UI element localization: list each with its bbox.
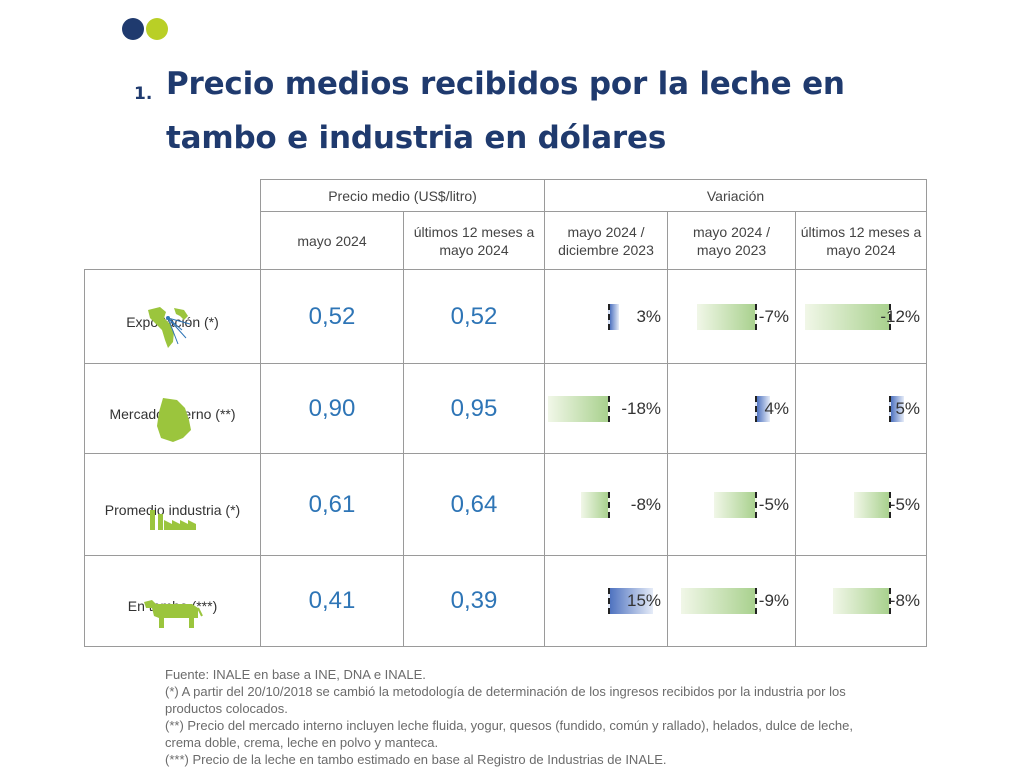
variation-label: -7% bbox=[758, 306, 790, 326]
footnote-3: (***) Precio de la leche en tambo estima… bbox=[165, 752, 667, 767]
price-last-12-months: 0,64 bbox=[402, 453, 546, 556]
variation-bar bbox=[889, 395, 905, 422]
col-header-may-vs-dec: mayo 2024 / diciembre 2023 bbox=[544, 211, 669, 270]
price-may-2024: 0,90 bbox=[260, 363, 404, 454]
title-number: 1. bbox=[134, 84, 153, 104]
row-header-promedio-industria: Promedio industria (*) bbox=[84, 453, 261, 556]
variation-cell: 5% bbox=[795, 363, 928, 454]
title-line-2: tambo e industria en dólares bbox=[166, 120, 667, 156]
variation-cell: -8% bbox=[544, 453, 669, 556]
variation-cell: -7% bbox=[667, 269, 797, 364]
corner-cell bbox=[84, 179, 261, 270]
variation-cell: -8% bbox=[795, 555, 928, 647]
factory-icon bbox=[148, 506, 198, 537]
variation-bar bbox=[755, 395, 771, 422]
source-note: Fuente: INALE en base a INE, DNA e INALE… bbox=[165, 667, 426, 682]
variation-cell: 3% bbox=[544, 269, 669, 364]
variation-bar bbox=[697, 303, 758, 330]
price-last-12-months: 0,39 bbox=[402, 555, 546, 647]
table-row: Promedio industria (*) 0,61 0,64 -8% -5%… bbox=[84, 453, 928, 556]
price-last-12-months: 0,95 bbox=[402, 363, 546, 454]
variation-label: -12% bbox=[880, 306, 921, 326]
world-map-icon bbox=[144, 304, 202, 355]
table-row: Exportación (*) 0,52 0,52 3% -7% -12% bbox=[84, 269, 928, 364]
variation-label: -8% bbox=[630, 494, 662, 514]
variation-label: 15% bbox=[626, 591, 662, 610]
variation-bar bbox=[805, 303, 892, 330]
variation-label: -5% bbox=[758, 494, 790, 514]
variation-label: -9% bbox=[758, 591, 790, 610]
price-may-2024: 0,41 bbox=[260, 555, 404, 647]
variation-label: -5% bbox=[889, 494, 921, 514]
navy-dot-icon bbox=[122, 18, 144, 40]
variation-cell: -5% bbox=[667, 453, 797, 556]
col-header-may-vs-may: mayo 2024 / mayo 2023 bbox=[667, 211, 797, 270]
row-header-en-tambo: En tambo (***) bbox=[84, 555, 261, 647]
title-line-1: Precio medios recibidos por la leche en bbox=[166, 66, 845, 102]
variation-label: -8% bbox=[889, 591, 921, 610]
variation-group-header: Variación bbox=[544, 179, 928, 212]
row-header-mercado-interno: Mercado Interno (**) bbox=[84, 363, 261, 454]
table-row: En tambo (***) 0,41 0,39 15% -9% -8% bbox=[84, 555, 928, 647]
variation-cell: 15% bbox=[544, 555, 669, 647]
footnote-2: (**) Precio del mercado interno incluyen… bbox=[165, 718, 853, 750]
row-label: Exportación (*) bbox=[126, 313, 219, 330]
row-label: Promedio industria (*) bbox=[104, 501, 241, 518]
footnotes: Fuente: INALE en base a INE, DNA e INALE… bbox=[165, 666, 885, 768]
variation-cell: -12% bbox=[795, 269, 928, 364]
col-header-last-12-months: últimos 12 meses a mayo 2024 bbox=[402, 211, 546, 270]
footnote-1: (*) A partir del 20/10/2018 se cambió la… bbox=[165, 684, 846, 716]
price-may-2024: 0,52 bbox=[260, 269, 404, 364]
variation-cell: -5% bbox=[795, 453, 928, 556]
variation-bar bbox=[854, 491, 892, 518]
variation-cell: -18% bbox=[544, 363, 669, 454]
variation-bar bbox=[548, 395, 611, 422]
row-header-exportacion: Exportación (*) bbox=[84, 269, 261, 364]
variation-label: 5% bbox=[895, 398, 921, 418]
variation-bar bbox=[833, 588, 892, 614]
variation-bar bbox=[714, 491, 758, 518]
lime-dot-icon bbox=[146, 18, 168, 40]
price-last-12-months: 0,52 bbox=[402, 269, 546, 364]
variation-label: -18% bbox=[621, 398, 662, 418]
price-may-2024: 0,61 bbox=[260, 453, 404, 556]
price-table: Precio medio (US$/litro) Variación mayo … bbox=[84, 179, 928, 647]
price-group-header: Precio medio (US$/litro) bbox=[259, 179, 546, 212]
variation-cell: -9% bbox=[667, 555, 797, 647]
uruguay-map-icon bbox=[153, 396, 193, 449]
variation-label: 4% bbox=[764, 398, 790, 418]
col-header-may-2024: mayo 2024 bbox=[260, 211, 404, 270]
variation-bar bbox=[581, 491, 611, 518]
variation-bar bbox=[681, 588, 758, 614]
col-header-var-last-12-months: últimos 12 meses a mayo 2024 bbox=[795, 211, 928, 270]
variation-bar bbox=[608, 303, 620, 330]
variation-label: 3% bbox=[636, 306, 662, 326]
variation-bar bbox=[608, 588, 654, 614]
decorative-dots bbox=[122, 18, 168, 40]
table-row: Mercado Interno (**) 0,90 0,95 -18% 4% 5… bbox=[84, 363, 928, 454]
cow-icon bbox=[142, 594, 204, 635]
variation-cell: 4% bbox=[667, 363, 797, 454]
